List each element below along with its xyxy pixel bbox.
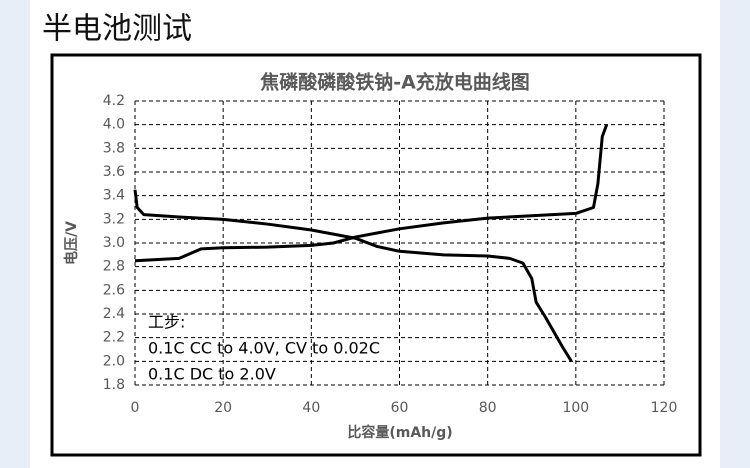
y-tick-label: 3.0 [103,235,125,251]
side-band [720,0,750,468]
annotation: 0.1C CC to 4.0V, CV to 0.02C [148,339,380,358]
x-tick-label: 0 [131,400,140,416]
x-axis-label: 比容量(mAh/g) [347,424,452,441]
y-tick-label: 3.4 [103,188,125,204]
y-tick-label: 4.2 [103,93,125,109]
y-tick-label: 2.2 [103,330,125,346]
x-tick-label: 100 [562,400,589,416]
y-tick-label: 1.8 [103,377,125,393]
data-line [133,189,573,363]
y-tick-label: 3.6 [103,164,125,180]
chart-frame [50,53,702,457]
annotation: 工步: [148,313,185,332]
y-tick-label: 2.6 [103,282,125,298]
page-title: 半电池测试 [42,12,192,47]
side-band [0,0,30,468]
x-tick-label: 60 [391,400,409,416]
y-axis-label: 电压/V [63,221,80,265]
x-tick-label: 120 [651,400,678,416]
y-tick-label: 2.8 [103,259,125,275]
x-tick-label: 80 [479,400,497,416]
annotation: 0.1C DC to 2.0V [148,365,276,384]
y-tick-label: 3.2 [103,211,125,227]
y-tick-label: 3.8 [103,140,125,156]
x-tick-label: 20 [214,400,232,416]
x-tick-label: 40 [302,400,320,416]
y-tick-label: 4.0 [103,117,125,133]
data-line [134,124,609,263]
y-tick-label: 2.4 [103,306,125,322]
y-tick-label: 2.0 [103,353,125,369]
chart-title: 焦磷酸磷酸铁钠-A充放电曲线图 [259,71,530,94]
